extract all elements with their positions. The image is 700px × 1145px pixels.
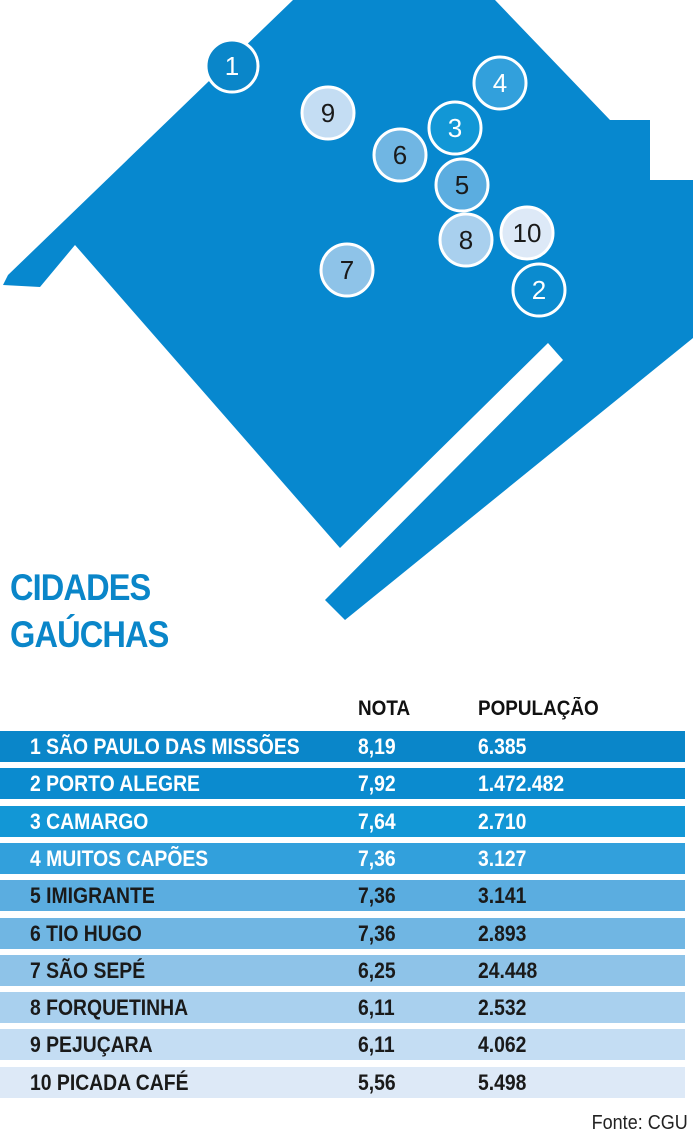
marker-label: 6 (393, 140, 407, 170)
source-note: Fonte: CGU (591, 1112, 688, 1134)
marker-circle (434, 157, 490, 213)
city-name: 9 PEJUÇARA (30, 1032, 153, 1058)
city-name: 8 FORQUETINHA (30, 995, 189, 1021)
nota-value: 7,92 (358, 771, 396, 797)
city-name: 4 MUITOS CAPÕES (30, 845, 209, 871)
population-value: 5.498 (478, 1069, 527, 1095)
marker-circle (319, 242, 375, 298)
title-line-2: GAÚCHAS (10, 614, 169, 655)
rio-grande-do-sul-map: 1 2 3 4 5 6 7 8 9 10 (3, 0, 693, 620)
city-name: 1 SÃO PAULO DAS MISSÕES (30, 734, 300, 759)
city-name: 7 SÃO SEPÉ (30, 957, 146, 983)
table-row: 7 SÃO SEPÉ 6,25 24.448 (0, 954, 685, 986)
marker-circle (472, 55, 528, 111)
city-name: 2 PORTO ALEGRE (30, 771, 200, 797)
population-value: 24.448 (478, 957, 538, 983)
population-value: 2.532 (478, 995, 527, 1021)
marker-label: 7 (340, 255, 354, 285)
population-value: 2.710 (478, 808, 527, 834)
table-row: 5 IMIGRANTE 7,36 3.141 (0, 880, 685, 912)
state-shape (3, 0, 693, 620)
city-marker: 8 (438, 212, 494, 268)
nota-value: 6,25 (358, 957, 396, 983)
marker-label: 9 (321, 98, 335, 128)
table-row: 1 SÃO PAULO DAS MISSÕES 8,19 6.385 (0, 731, 685, 762)
city-marker: 1 (204, 38, 260, 94)
nota-value: 6,11 (358, 995, 395, 1021)
marker-circle (438, 212, 494, 268)
population-value: 4.062 (478, 1032, 527, 1058)
city-marker: 4 (472, 55, 528, 111)
population-value: 2.893 (478, 920, 527, 946)
title-line-1: CIDADES (10, 567, 151, 608)
nota-value: 6,11 (358, 1032, 395, 1058)
table-row: 2 PORTO ALEGRE 7,92 1.472.482 (0, 768, 685, 800)
marker-label: 10 (513, 218, 542, 248)
marker-circle (300, 85, 356, 141)
marker-label: 2 (532, 275, 546, 305)
table-row: 4 MUITOS CAPÕES 7,36 3.127 (0, 842, 685, 874)
header-nota: NOTA (358, 697, 411, 720)
city-marker: 10 (499, 205, 555, 261)
city-marker: 9 (300, 85, 356, 141)
city-name: 3 CAMARGO (30, 808, 149, 834)
city-marker: 7 (319, 242, 375, 298)
table-row: 8 FORQUETINHA 6,11 2.532 (0, 992, 685, 1024)
marker-label: 8 (459, 225, 473, 255)
city-name: 6 TIO HUGO (30, 920, 142, 946)
marker-circle (511, 262, 567, 318)
marker-label: 4 (493, 68, 507, 98)
nota-value: 7,36 (358, 920, 396, 946)
population-value: 6.385 (478, 734, 527, 759)
header-populacao: POPULAÇÃO (478, 697, 599, 720)
table-row: 6 TIO HUGO 7,36 2.893 (0, 917, 685, 949)
marker-label: 3 (448, 113, 462, 143)
city-marker: 5 (434, 157, 490, 213)
city-name: 10 PICADA CAFÉ (30, 1069, 189, 1095)
nota-value: 7,64 (358, 808, 396, 834)
nota-value: 8,19 (358, 734, 396, 759)
city-name: 5 IMIGRANTE (30, 883, 155, 909)
nota-value: 7,36 (358, 883, 396, 909)
population-value: 3.127 (478, 845, 527, 871)
table-row: 9 PEJUÇARA 6,11 4.062 (0, 1029, 685, 1061)
marker-label: 1 (225, 51, 239, 81)
marker-label: 5 (455, 170, 469, 200)
marker-circle (372, 127, 428, 183)
population-value: 1.472.482 (478, 771, 565, 797)
marker-circle (499, 205, 555, 261)
marker-circle (427, 100, 483, 156)
city-marker: 2 (511, 262, 567, 318)
city-marker: 6 (372, 127, 428, 183)
marker-circle (204, 38, 260, 94)
nota-value: 5,56 (358, 1069, 396, 1095)
nota-value: 7,36 (358, 845, 396, 871)
table-row: 3 CAMARGO 7,64 2.710 (0, 805, 685, 837)
city-marker: 3 (427, 100, 483, 156)
population-value: 3.141 (478, 883, 527, 909)
table-row: 10 PICADA CAFÉ 5,56 5.498 (0, 1066, 685, 1098)
